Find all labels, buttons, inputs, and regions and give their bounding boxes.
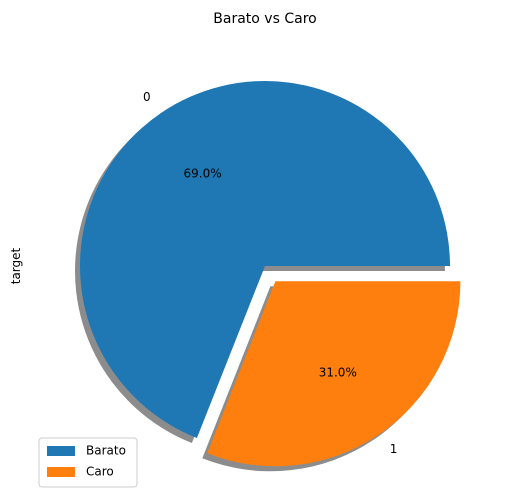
pie-slice-1 bbox=[207, 281, 461, 467]
slice-percent-1: 31.0% bbox=[319, 366, 357, 380]
slice-labels: 0 69.0% 1 31.0% bbox=[143, 90, 397, 456]
slice-label-1: 1 bbox=[390, 442, 398, 456]
slice-label-0: 0 bbox=[143, 90, 151, 104]
legend-label-0: Barato bbox=[86, 444, 126, 458]
chart-title: Barato vs Caro bbox=[213, 11, 316, 27]
legend-label-1: Caro bbox=[86, 465, 114, 479]
slice-percent-0: 69.0% bbox=[184, 167, 222, 181]
y-axis-label: target bbox=[9, 247, 23, 284]
legend: Barato Caro bbox=[38, 437, 138, 488]
legend-swatch-1 bbox=[47, 467, 75, 477]
legend-swatch-0 bbox=[47, 446, 75, 456]
pie-slices bbox=[79, 81, 461, 467]
pie-slice-0 bbox=[79, 81, 450, 439]
